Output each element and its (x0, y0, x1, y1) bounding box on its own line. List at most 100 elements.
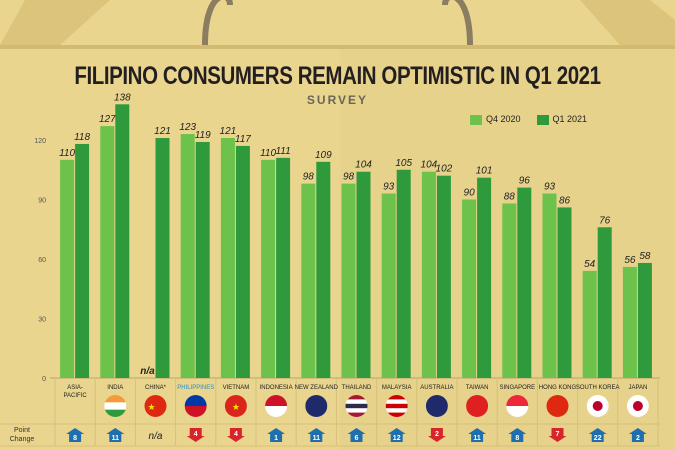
point-change-value: 7 (556, 431, 560, 438)
arrow-up-icon (628, 428, 647, 442)
bar-q4-2020 (421, 171, 436, 378)
indonesia-flag (265, 395, 288, 417)
category-label: PACIFIC (63, 393, 87, 399)
data-label: 93 (544, 182, 556, 193)
category-label: HONG KONG (539, 385, 577, 391)
bar-q1-2021 (356, 171, 371, 378)
data-label: 56 (624, 255, 636, 266)
data-label: 102 (436, 164, 453, 175)
china-flag: ★ (144, 395, 167, 417)
data-label: 123 (179, 122, 196, 133)
point-change-label: Change (10, 436, 35, 443)
arrow-up-icon (588, 428, 607, 442)
bar-q4-2020 (100, 126, 115, 378)
data-label: 110 (59, 148, 75, 159)
point-change-value: 2 (636, 435, 640, 442)
category-label: VIETNAM (223, 385, 250, 391)
point-change-value: n/a (149, 431, 163, 442)
arrow-down-icon (427, 428, 446, 442)
svg-text:★: ★ (147, 402, 155, 412)
data-label: 88 (504, 191, 516, 202)
data-label: 109 (315, 150, 332, 161)
y-tick-label: 30 (38, 317, 46, 324)
data-label: 118 (74, 132, 90, 143)
data-label: 54 (584, 259, 596, 270)
new-zealand-flag (305, 395, 328, 417)
bar-q1-2021 (235, 145, 250, 378)
point-change-value: 2 (435, 431, 439, 438)
bar-q1-2021 (477, 177, 492, 378)
point-change-label: Point (14, 427, 30, 434)
category-label: MALAYSIA (382, 385, 412, 391)
data-label: 119 (195, 130, 211, 141)
y-tick-label: 120 (34, 138, 46, 145)
bar-q4-2020 (261, 159, 276, 378)
bar-q1-2021 (195, 141, 210, 378)
thailand-flag (345, 395, 368, 417)
arrow-up-icon (106, 428, 125, 442)
point-change-value: 8 (515, 435, 519, 442)
svg-text:★: ★ (232, 402, 240, 412)
hong-kong-flag (546, 395, 569, 417)
arrow-up-icon (307, 428, 326, 442)
category-label: TAIWAN (466, 385, 489, 391)
y-tick-label: 0 (42, 376, 46, 383)
legend: Q4 2020 Q1 2021 (470, 114, 587, 125)
vietnam-flag: ★ (224, 395, 247, 417)
data-label: 121 (154, 126, 171, 137)
australia-flag (425, 395, 448, 417)
data-label: 93 (383, 182, 395, 193)
arrow-up-icon (66, 428, 85, 442)
chart-title: FILIPINO CONSUMERS REMAIN OPTIMISTIC IN … (74, 62, 601, 90)
missing-label: n/a (140, 366, 155, 377)
arrow-down-icon (226, 428, 245, 442)
bar-q1-2021 (436, 175, 451, 378)
data-label: 101 (476, 166, 493, 177)
category-label: PHILIPPINES (177, 385, 214, 391)
data-label: 110 (260, 148, 276, 159)
category-label: AUSTRALIA (420, 385, 453, 391)
category-label: JAPAN (628, 385, 647, 391)
point-change-value: 4 (194, 431, 198, 438)
malaysia-flag (385, 395, 408, 417)
bar-q4-2020 (301, 183, 316, 378)
data-label: 127 (99, 114, 116, 125)
data-label: 138 (114, 92, 131, 103)
category-label: INDIA (107, 385, 123, 391)
bar-q4-2020 (582, 270, 597, 378)
arrow-down-icon (186, 428, 205, 442)
bar-q1-2021 (557, 207, 572, 378)
data-label: 104 (355, 160, 372, 171)
data-label: 117 (235, 134, 251, 145)
arrow-down-icon (548, 428, 567, 442)
bar-q1-2021 (597, 227, 612, 378)
category-label: SOUTH KOREA (576, 385, 620, 391)
india-flag (104, 395, 127, 417)
bar-q1-2021 (75, 143, 90, 378)
japan-flag (626, 395, 649, 417)
bar-q4-2020 (502, 203, 517, 378)
bar-q4-2020 (542, 193, 557, 378)
data-label: 58 (639, 251, 651, 262)
bar-q4-2020 (381, 193, 396, 378)
bar-q1-2021 (396, 169, 411, 378)
arrow-up-icon (468, 428, 487, 442)
south-korea-flag (586, 395, 609, 417)
arrow-up-icon (347, 428, 366, 442)
point-change-value: 12 (393, 435, 401, 442)
bar-q4-2020 (220, 138, 235, 378)
data-label: 104 (421, 160, 438, 171)
category-label: NEW ZEALAND (295, 385, 339, 391)
point-change-value: 8 (73, 435, 77, 442)
category-label: CHINA* (145, 385, 167, 391)
data-label: 76 (599, 215, 611, 226)
category-label: THAILAND (342, 385, 372, 391)
point-change-value: 1 (274, 435, 278, 442)
chart-subtitle: SURVEY (306, 93, 369, 107)
point-change-value: 11 (473, 435, 481, 442)
arrow-up-icon (387, 428, 406, 442)
data-label: 86 (559, 195, 571, 206)
arrow-up-icon (508, 428, 527, 442)
bar-q4-2020 (341, 183, 356, 378)
